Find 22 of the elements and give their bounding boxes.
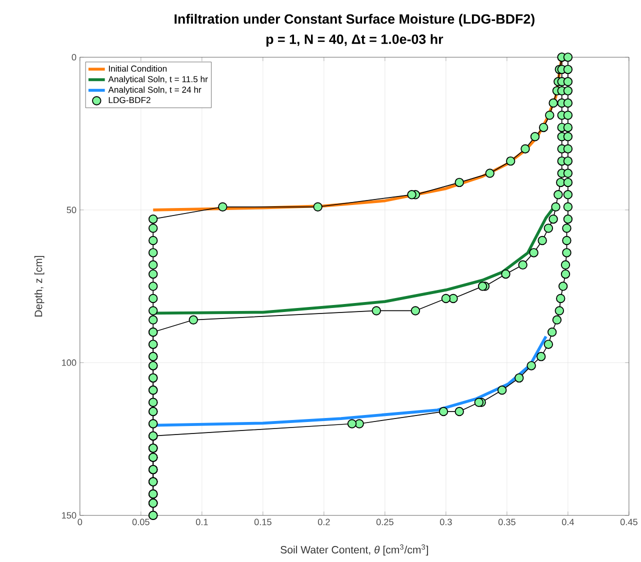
legend-label: Analytical Soln, t = 24 hr: [108, 86, 202, 95]
y-tick-label: 0: [72, 54, 76, 61]
legend-label: LDG-BDF2: [108, 97, 150, 104]
x-tick-label: 0.15: [254, 519, 272, 526]
x-tick-label: 0.2: [318, 519, 330, 526]
x-axis-title: Soil Water Content, θ [cm$^{3}$/cm$^{3}$]: [280, 544, 428, 556]
x-tick-label: 0.3: [440, 519, 452, 526]
x-tick-label: 0.05: [132, 519, 150, 526]
y-axis-title: Depth, z [cm]: [34, 256, 44, 317]
y-tick-label: 150: [62, 512, 76, 519]
chart-title: Infiltration under Constant Surface Moisture (LDG-BDF2): [174, 14, 534, 27]
y-tick-label: 100: [62, 360, 76, 366]
x-tick-label: 0.35: [498, 519, 516, 526]
x-tick-label: 0: [78, 519, 82, 526]
chart-subtitle: p = 1, N = 40, Δt = 1.0e-03 hr: [266, 34, 444, 47]
x-tick-label: 0.45: [620, 519, 638, 526]
x-tick-label: 0.1: [196, 519, 208, 526]
x-tick-label: 0.4: [562, 519, 574, 526]
legend-label: Analytical Soln, t = 11.5 hr: [108, 76, 208, 84]
legend-label: Initial Condition: [108, 66, 167, 72]
x-tick-label: 0.25: [376, 519, 394, 526]
y-tick-label: 50: [66, 206, 76, 214]
